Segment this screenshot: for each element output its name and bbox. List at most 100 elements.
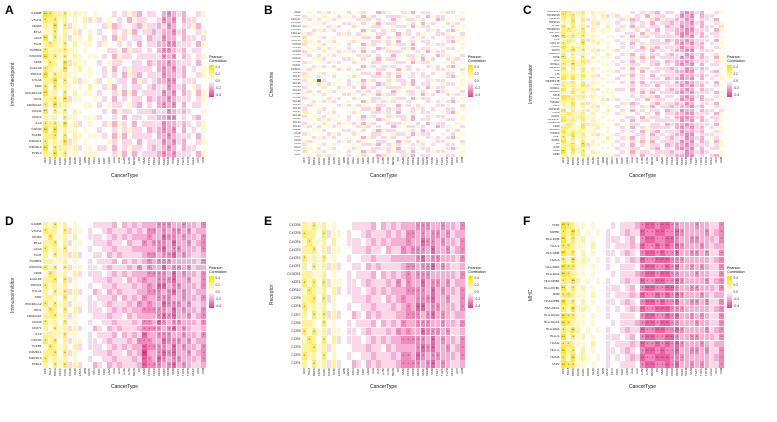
legend-tick-label: -0.2 — [474, 86, 481, 91]
heatmap-cell — [97, 240, 103, 246]
heatmap-cell — [366, 18, 371, 22]
heatmap-cell — [196, 325, 202, 332]
heatmap-cell — [356, 35, 362, 40]
heatmap-cell — [122, 289, 127, 295]
heatmap-cell — [186, 120, 192, 127]
heatmap-cell: * — [146, 356, 152, 362]
heatmap-cell — [47, 246, 53, 253]
heatmap-cell — [341, 50, 347, 54]
heatmap-cell: * — [580, 66, 586, 70]
heatmap-cell: * — [570, 66, 576, 70]
heatmap-cell — [620, 38, 625, 42]
heatmap-cell — [201, 228, 206, 234]
heatmap-cell — [356, 89, 362, 93]
heatmap-cell — [356, 278, 362, 287]
heatmap-cell: * — [430, 238, 436, 246]
heatmap-cell — [302, 21, 307, 25]
heatmap-cell — [401, 150, 406, 154]
heatmap-cell — [381, 75, 386, 79]
gene-label: CCL26 — [292, 78, 301, 82]
heatmap-cell — [142, 234, 147, 240]
heatmap-cell: * — [181, 343, 187, 350]
heatmap-cell — [166, 319, 172, 326]
heatmap-cell — [132, 120, 137, 127]
heatmap-cell — [351, 246, 357, 255]
heatmap-cell — [645, 66, 650, 70]
heatmap-cell — [391, 107, 396, 111]
heatmap-cell — [176, 53, 182, 60]
heatmap-cell — [72, 71, 78, 78]
heatmap-cell — [117, 102, 122, 109]
heatmap-cell — [386, 135, 391, 140]
heatmap-cell — [117, 264, 122, 271]
heatmap-cell — [161, 41, 167, 48]
heatmap-cell — [371, 78, 376, 83]
heatmap-cell — [77, 264, 83, 271]
heatmap-cell — [127, 276, 132, 283]
heatmap-cell — [306, 121, 312, 125]
heatmap-cell — [311, 287, 317, 295]
heatmap-cell — [460, 93, 465, 97]
heatmap-cell: * — [311, 295, 317, 303]
heatmap-cell — [92, 132, 98, 139]
heatmap-cell — [381, 153, 386, 157]
heatmap-cell — [82, 108, 88, 115]
heatmap-cell — [435, 146, 441, 150]
heatmap-cell — [714, 38, 720, 42]
heatmap-cell — [57, 126, 63, 133]
heatmap-cell — [415, 262, 421, 271]
heatmap-cell — [450, 50, 456, 54]
heatmap-cell — [371, 278, 376, 287]
heatmap-cell — [595, 136, 601, 140]
heatmap-cell — [371, 222, 376, 230]
heatmap-cell — [171, 258, 177, 265]
heatmap-cell — [72, 11, 78, 17]
heatmap-cell — [460, 64, 465, 68]
heatmap-cell — [196, 53, 202, 60]
heatmap-cell — [127, 301, 132, 307]
heatmap-cell — [650, 105, 655, 109]
heatmap-cell — [176, 65, 182, 72]
heatmap-cell: * — [171, 126, 177, 133]
heatmap-cell — [316, 278, 322, 287]
heatmap-cell — [610, 52, 616, 56]
heatmap-cell — [341, 153, 347, 157]
heatmap-cell — [321, 50, 327, 54]
heatmap-cell — [386, 230, 391, 238]
heatmap-cell — [570, 38, 576, 42]
heatmap-cell — [302, 270, 307, 279]
heatmap-cell — [191, 313, 197, 320]
heatmap-cell — [356, 150, 362, 154]
heatmap-cell — [620, 77, 625, 81]
heatmap-cell: * — [176, 301, 182, 307]
heatmap-cell — [82, 234, 88, 240]
heatmap-cell — [351, 146, 357, 150]
heatmap-cell — [435, 39, 441, 43]
heatmap-cell — [356, 96, 362, 100]
heatmap-cell — [127, 126, 132, 133]
heatmap-cell — [112, 59, 117, 66]
heatmap-cell — [302, 39, 307, 43]
heatmap-cell — [425, 71, 431, 75]
heatmap-cell — [336, 107, 342, 111]
heatmap-cell — [430, 100, 436, 104]
heatmap-cell — [196, 17, 202, 23]
heatmap-cell — [151, 222, 157, 228]
heatmap-cell — [356, 18, 362, 22]
heatmap-cell — [137, 90, 142, 96]
heatmap-cell — [650, 21, 655, 25]
heatmap-cell: * — [171, 151, 177, 157]
heatmap-cell — [331, 254, 337, 263]
heatmap-cell — [142, 59, 147, 66]
heatmap-cell — [191, 276, 197, 283]
heatmap-cell — [699, 45, 705, 49]
heatmap-cell — [435, 82, 441, 86]
heatmap-cell — [356, 146, 362, 150]
heatmap-cell — [107, 258, 112, 265]
heatmap-cell — [455, 53, 461, 58]
heatmap-cell — [450, 107, 456, 111]
heatmap-cell: * — [156, 240, 162, 246]
heatmap-cell — [440, 14, 446, 18]
heatmap-cell — [302, 89, 307, 93]
heatmap-cell — [191, 65, 197, 72]
